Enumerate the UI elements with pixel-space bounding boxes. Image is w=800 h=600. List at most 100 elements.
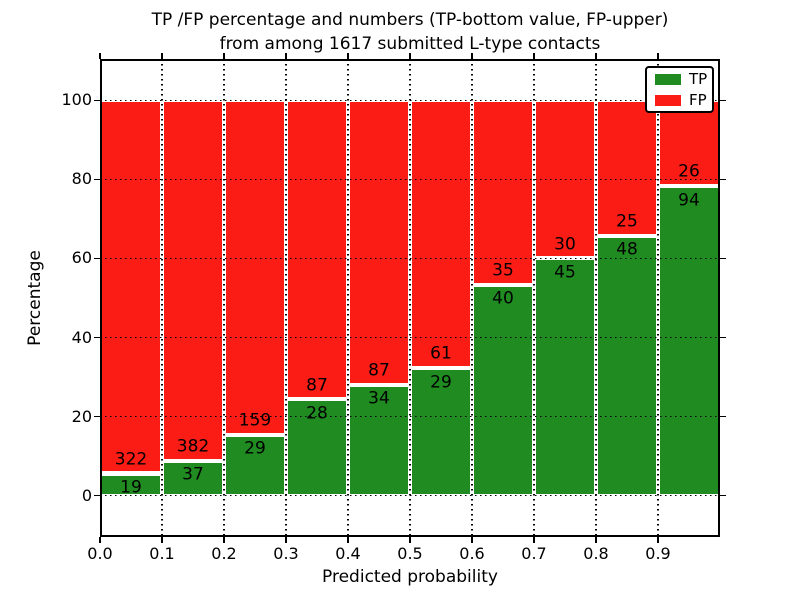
tp-bar-segment (162, 460, 224, 496)
x-tick-label: 0.2 (211, 544, 237, 563)
x-tick-label: 0.0 (87, 544, 113, 563)
fp-bar-segment (596, 100, 658, 236)
fp-count-label: 87 (306, 375, 328, 395)
tp-count-label: 94 (678, 190, 700, 211)
fp-bar-segment (162, 100, 224, 461)
y-tick-label: 100 (61, 90, 92, 110)
fp-bar-segment (472, 100, 534, 285)
x-tick-mark (161, 537, 163, 543)
x-tick-mark (285, 53, 287, 59)
fp-count-label: 26 (678, 161, 700, 182)
x-tick-mark (471, 537, 473, 543)
x-tick-label: 0.1 (149, 544, 175, 563)
y-tick-label: 20 (71, 406, 92, 426)
fp-count-label: 30 (554, 234, 576, 255)
x-tick-mark (409, 537, 411, 543)
x-gridline (595, 59, 597, 537)
legend-item-fp: FP (655, 90, 712, 109)
y-tick-label: 60 (71, 248, 92, 268)
x-tick-label: 0.3 (273, 544, 299, 563)
x-tick-mark (595, 537, 597, 543)
y-tick-mark (720, 494, 726, 497)
fp-count-label: 382 (176, 436, 210, 457)
tp-bar-segment (472, 284, 534, 496)
fp-bar-segment (224, 100, 286, 435)
x-tick-mark (533, 53, 535, 59)
fp-bar-segment (348, 100, 410, 385)
chart-title-line1: TP /FP percentage and numbers (TP-bottom… (151, 10, 669, 30)
x-axis-label: Predicted probability (322, 567, 498, 587)
y-tick-mark (94, 494, 100, 497)
x-tick-mark (409, 53, 411, 59)
x-tick-mark (657, 53, 659, 59)
x-tick-label: 0.7 (521, 544, 547, 563)
x-tick-mark (223, 53, 225, 59)
tp-count-label: 28 (306, 403, 328, 424)
fp-count-label: 322 (114, 449, 148, 470)
x-tick-label: 0.9 (645, 544, 671, 563)
y-tick-mark (720, 257, 726, 260)
fp-bar-segment (100, 100, 162, 474)
y-tick-label: 0 (81, 485, 92, 505)
x-gridline (409, 59, 411, 537)
chart-title-line2: from among 1617 submitted L-type contact… (219, 34, 601, 55)
x-gridline (223, 59, 225, 537)
x-tick-label: 0.4 (335, 544, 361, 563)
fp-bar-segment (410, 100, 472, 369)
x-tick-mark (471, 53, 473, 59)
x-gridline (533, 59, 535, 537)
fp-count-label: 87 (368, 360, 390, 381)
y-tick-mark (94, 178, 100, 181)
fp-count-label: 159 (238, 410, 272, 431)
x-tick-mark (99, 53, 101, 59)
x-tick-mark (533, 537, 535, 543)
x-tick-mark (657, 537, 659, 543)
tp-bar-segment (410, 368, 472, 496)
y-tick-mark (94, 257, 100, 260)
tp-bar-segment (224, 434, 286, 496)
x-tick-label: 0.6 (459, 544, 485, 563)
tp-count-label: 45 (554, 262, 576, 283)
x-tick-mark (285, 537, 287, 543)
x-tick-mark (347, 53, 349, 59)
x-tick-mark (99, 537, 101, 543)
tp-count-label: 48 (616, 239, 638, 260)
legend-label-fp: FP (689, 90, 707, 109)
chart-title: TP /FP percentage and numbers (TP-bottom… (100, 8, 720, 56)
tp-bar-segment (348, 384, 410, 496)
legend-swatch-fp (655, 94, 681, 106)
y-tick-mark (720, 99, 726, 102)
x-tick-label: 0.5 (397, 544, 423, 563)
legend-swatch-tp (655, 73, 681, 85)
legend: TP FP (645, 66, 714, 113)
x-gridline (347, 59, 349, 537)
y-tick-mark (720, 336, 726, 339)
x-tick-mark (595, 53, 597, 59)
y-tick-label: 80 (71, 169, 92, 189)
y-tick-mark (94, 336, 100, 339)
tp-bar-segment (658, 186, 720, 496)
fp-bar-segment (286, 100, 348, 400)
fp-count-label: 25 (616, 211, 638, 232)
tp-count-label: 29 (244, 438, 266, 459)
plot-area: 322 19 382 37 159 29 87 28 87 34 61 29 35 40 30 45 25 48 2… (100, 59, 720, 537)
y-tick-mark (720, 178, 726, 181)
y-tick-mark (720, 415, 726, 418)
tp-bar-segment (286, 399, 348, 496)
tp-bar-segment (596, 235, 658, 496)
x-gridline (285, 59, 287, 537)
x-tick-mark (223, 537, 225, 543)
tp-bar-segment (534, 258, 596, 496)
legend-label-tp: TP (689, 69, 708, 88)
tp-count-label: 37 (182, 464, 204, 485)
legend-item-tp: TP (655, 69, 712, 88)
x-gridline (161, 59, 163, 537)
y-tick-mark (94, 415, 100, 418)
tp-count-label: 19 (120, 477, 142, 498)
x-tick-label: 0.8 (583, 544, 609, 563)
y-tick-label: 40 (71, 327, 92, 347)
tp-count-label: 40 (492, 288, 514, 309)
x-gridline (657, 59, 659, 537)
y-tick-mark (94, 99, 100, 102)
